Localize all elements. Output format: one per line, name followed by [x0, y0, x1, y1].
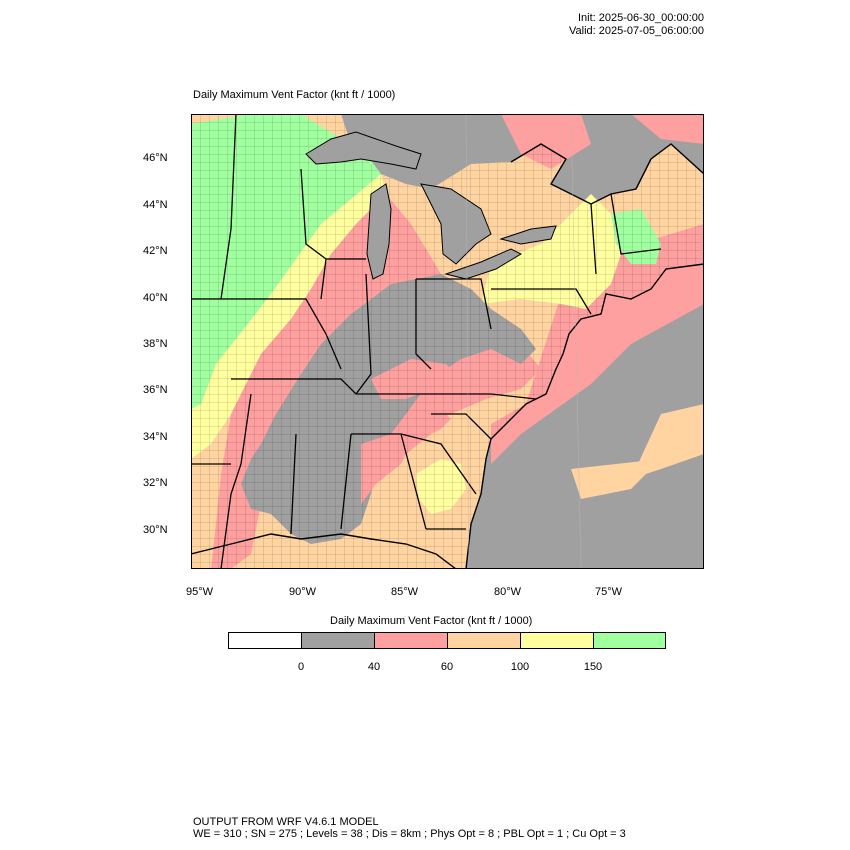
init-time: Init: 2025-06-30_00:00:00 [578, 12, 704, 24]
lon-label-75w: 75°W [595, 586, 623, 598]
graticule [465, 114, 582, 569]
colorbar-segment-above-150 [593, 632, 666, 649]
lat-label-32n: 32°N [143, 477, 168, 489]
lon-label-80w: 80°W [494, 586, 522, 598]
lat-label-40n: 40°N [143, 292, 168, 304]
vent-factor-map [191, 114, 704, 569]
model-info-line2: WE = 310 ; SN = 275 ; Levels = 38 ; Dis … [193, 828, 626, 840]
lon-label-85w: 85°W [391, 586, 419, 598]
lake-ontario [499, 225, 557, 245]
lat-label-44n: 44°N [143, 199, 168, 211]
colorbar-segment-100-150 [520, 632, 594, 649]
lon-label-95w: 95°W [186, 586, 214, 598]
colorbar-label-0: 0 [297, 661, 305, 673]
lon-label-90w: 90°W [289, 586, 317, 598]
colorbar-segment-0-40 [301, 632, 375, 649]
lat-label-38n: 38°N [143, 338, 168, 350]
lat-label-36n: 36°N [143, 384, 168, 396]
valid-time: Valid: 2025-07-05_06:00:00 [569, 25, 704, 37]
map-title: Daily Maximum Vent Factor (knt ft / 1000… [193, 89, 396, 101]
colorbar-segment-40-60 [374, 632, 448, 649]
colorbar-segment-60-100 [447, 632, 521, 649]
lake-superior [305, 131, 422, 170]
colorbar [228, 632, 666, 650]
colorbar-label-40: 40 [367, 661, 381, 673]
lake-michigan [366, 183, 392, 280]
lat-label-42n: 42°N [143, 245, 168, 257]
colorbar-label-100: 100 [510, 661, 530, 673]
state-boundaries [191, 114, 662, 569]
lat-label-34n: 34°N [143, 431, 168, 443]
colorbar-label-150: 150 [583, 661, 603, 673]
colorbar-title: Daily Maximum Vent Factor (knt ft / 1000… [330, 615, 533, 627]
lat-label-30n: 30°N [143, 524, 168, 536]
coastline [191, 143, 704, 569]
colorbar-label-60: 60 [440, 661, 454, 673]
colorbar-segment-below-0 [228, 632, 302, 649]
model-info-line1: OUTPUT FROM WRF V4.6.1 MODEL [193, 816, 379, 828]
lake-huron [420, 183, 492, 265]
lat-label-46n: 46°N [143, 152, 168, 164]
ocean-peach-band [571, 404, 704, 499]
